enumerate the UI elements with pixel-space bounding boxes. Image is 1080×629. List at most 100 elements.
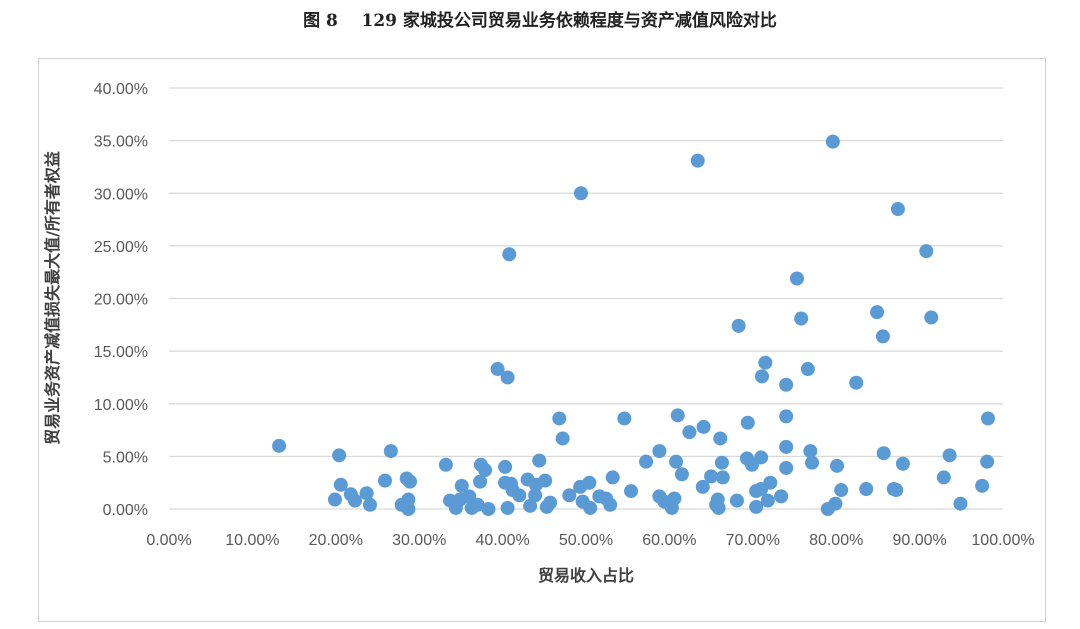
data-point — [731, 318, 746, 333]
data-point — [532, 453, 547, 468]
data-point — [605, 470, 620, 485]
data-point — [774, 489, 789, 504]
data-point — [378, 473, 393, 488]
data-point — [682, 425, 697, 440]
gridlines — [169, 87, 1003, 510]
data-point — [830, 458, 845, 473]
x-axis-label: 贸易收入占比 — [538, 566, 634, 585]
x-tick-labels: 0.00% 10.00% 20.00% 30.00% 40.00% 50.00% 60.00… — [146, 532, 1034, 549]
data-point — [438, 457, 453, 472]
data-point — [889, 483, 904, 498]
data-point — [454, 478, 469, 493]
data-point — [332, 448, 347, 463]
x-tick-label: 0.00% — [146, 532, 191, 549]
data-point — [828, 496, 843, 511]
data-point — [876, 446, 891, 461]
y-tick-label: 35.00% — [94, 134, 148, 151]
data-point — [834, 483, 849, 498]
data-point — [512, 488, 527, 503]
y-tick-label: 10.00% — [94, 397, 148, 414]
data-point — [779, 460, 794, 475]
x-tick-label: 80.00% — [809, 532, 863, 549]
data-point — [523, 498, 538, 513]
data-point — [825, 134, 840, 149]
data-point — [875, 329, 890, 344]
data-point — [543, 495, 558, 510]
y-tick-label: 0.00% — [103, 502, 148, 519]
data-point — [714, 455, 729, 470]
data-point — [502, 247, 517, 262]
data-points — [272, 134, 995, 516]
data-point — [639, 454, 654, 469]
x-tick-label: 50.00% — [559, 532, 613, 549]
data-point — [573, 186, 588, 201]
data-point — [715, 470, 730, 485]
figure-title: 图 8 129 家城投公司贸易业务依赖程度与资产减值风险对比 — [303, 11, 777, 31]
data-point — [272, 438, 287, 453]
data-point — [670, 408, 685, 423]
data-point — [919, 244, 934, 259]
data-point — [740, 415, 755, 430]
data-point — [749, 499, 764, 514]
data-point — [500, 370, 515, 385]
x-tick-label: 30.00% — [392, 532, 446, 549]
data-point — [617, 411, 632, 426]
data-point — [582, 475, 597, 490]
data-point — [652, 444, 667, 459]
y-tick-label: 5.00% — [103, 449, 148, 466]
data-point — [624, 484, 639, 499]
x-tick-label: 90.00% — [892, 532, 946, 549]
x-tick-label: 100.00% — [971, 532, 1034, 549]
data-point — [704, 469, 719, 484]
data-point — [805, 455, 820, 470]
data-point — [500, 500, 515, 515]
y-tick-labels: 0.00% 5.00% 10.00% 15.00% 20.00% 25.00% 30.00%… — [94, 81, 148, 519]
data-point — [667, 491, 682, 506]
data-point — [859, 482, 874, 497]
data-point — [333, 477, 348, 492]
data-point — [713, 431, 728, 446]
x-tick-label: 40.00% — [475, 532, 529, 549]
data-point — [696, 419, 711, 434]
data-point — [552, 411, 567, 426]
data-point — [362, 497, 377, 512]
data-point — [758, 355, 773, 370]
data-point — [695, 479, 710, 494]
data-point — [562, 488, 577, 503]
x-tick-label: 10.00% — [225, 532, 279, 549]
data-point — [401, 502, 416, 516]
data-point — [669, 454, 684, 469]
data-point — [473, 474, 488, 489]
data-point — [710, 492, 725, 507]
data-point — [754, 450, 769, 465]
data-point — [470, 497, 485, 512]
data-point — [383, 444, 398, 459]
data-point — [729, 493, 744, 508]
y-axis-label: 贸易业务资产减值损失最大值/所有者权益 — [43, 151, 62, 445]
data-point — [924, 310, 939, 325]
data-point — [603, 497, 618, 512]
y-tick-label: 25.00% — [94, 239, 148, 256]
data-point — [583, 500, 598, 515]
x-tick-label: 70.00% — [726, 532, 780, 549]
data-point — [849, 375, 864, 390]
data-point — [763, 475, 778, 490]
data-point — [794, 311, 809, 326]
data-point — [803, 444, 818, 459]
data-point — [942, 448, 957, 463]
x-tick-label: 20.00% — [309, 532, 363, 549]
data-point — [478, 463, 493, 478]
data-point — [347, 493, 362, 508]
data-point — [498, 459, 513, 474]
data-point — [953, 496, 968, 511]
data-point — [779, 377, 794, 392]
data-point — [490, 362, 505, 377]
data-point — [359, 486, 374, 501]
data-point — [674, 467, 689, 482]
data-point — [980, 454, 995, 469]
data-point — [760, 493, 775, 508]
data-point — [403, 474, 418, 489]
data-point — [754, 369, 769, 384]
data-point — [870, 305, 885, 320]
